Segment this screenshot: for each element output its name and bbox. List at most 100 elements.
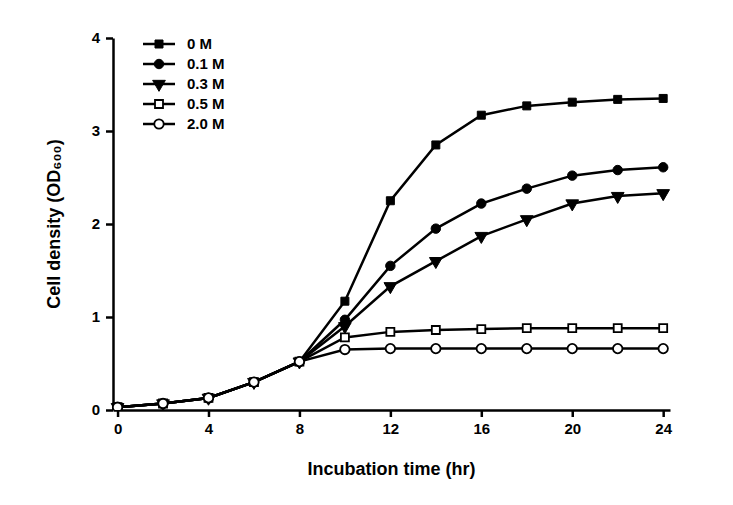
legend-label: 0.5 M	[187, 95, 225, 112]
x-tick-label: 4	[205, 420, 214, 437]
legend-label: 2.0 M	[187, 115, 225, 132]
x-tick-mark	[117, 410, 120, 417]
series-line	[118, 98, 664, 407]
data-point	[659, 94, 667, 102]
data-layer	[111, 94, 669, 410]
data-point	[659, 324, 667, 332]
data-point	[204, 393, 213, 402]
data-point	[566, 200, 579, 211]
x-tick-label: 8	[296, 420, 304, 437]
data-point	[568, 344, 577, 353]
legend-item: 0.1 M	[143, 55, 225, 72]
y-tick-label: 1	[92, 308, 100, 325]
data-point	[477, 344, 486, 353]
x-tick: 12	[383, 410, 400, 437]
data-point	[250, 378, 258, 386]
data-point	[568, 171, 577, 180]
data-point	[611, 192, 624, 203]
data-point	[114, 403, 122, 410]
data-point	[249, 377, 258, 386]
x-tick-mark	[571, 410, 574, 417]
y-tick-mark	[106, 409, 113, 412]
data-point	[613, 165, 622, 174]
series-line	[118, 167, 664, 407]
data-point	[477, 111, 485, 119]
data-point	[204, 394, 212, 402]
x-tick-mark	[481, 410, 484, 417]
data-point	[204, 394, 212, 402]
data-point	[250, 378, 258, 386]
data-point	[114, 403, 122, 410]
y-tick: 0	[92, 401, 113, 418]
data-point	[613, 344, 622, 353]
data-point	[295, 358, 303, 366]
data-point	[295, 358, 303, 366]
series-line	[118, 349, 664, 408]
data-point	[522, 344, 531, 353]
data-point	[295, 357, 304, 366]
legend-marker	[153, 80, 166, 91]
y-tick: 4	[92, 29, 113, 46]
data-point	[477, 325, 485, 333]
x-tick-mark	[208, 410, 211, 417]
x-tick: 4	[205, 410, 214, 437]
legend-label: 0.1 M	[187, 55, 225, 72]
data-point	[204, 393, 213, 402]
legend-item: 0.5 M	[143, 95, 225, 112]
data-point	[249, 377, 258, 386]
data-point	[113, 402, 122, 410]
data-point	[113, 402, 122, 410]
x-axis-title: Incubation time (hr)	[308, 459, 476, 479]
y-tick: 3	[92, 122, 113, 139]
data-point	[384, 283, 397, 294]
legend-marker	[155, 40, 163, 48]
x-tick-mark	[662, 410, 665, 417]
x-tick: 8	[296, 410, 304, 437]
data-point	[568, 324, 576, 332]
y-tick: 2	[92, 215, 113, 232]
y-tick-label: 0	[92, 401, 100, 418]
data-point	[658, 163, 667, 172]
data-point	[341, 297, 349, 305]
data-point	[614, 324, 622, 332]
y-axis-title: Cell density (OD₆₀₀)	[44, 139, 64, 308]
data-point	[522, 184, 531, 193]
legend-marker	[154, 119, 163, 128]
data-point	[158, 399, 167, 408]
data-point	[340, 345, 349, 354]
x-tick-label: 12	[383, 420, 400, 437]
data-point	[614, 95, 622, 103]
data-point	[475, 232, 488, 243]
y-tick-label: 3	[92, 122, 100, 139]
data-point	[657, 190, 670, 201]
y-tick-mark	[106, 223, 113, 226]
x-tick-label: 20	[564, 420, 581, 437]
data-point	[159, 399, 167, 407]
x-tick-label: 24	[655, 420, 672, 437]
x-tick: 16	[473, 410, 490, 437]
data-point	[432, 141, 440, 149]
y-tick-mark	[106, 37, 113, 40]
data-point	[429, 258, 442, 269]
data-point	[431, 344, 440, 353]
y-tick-label: 4	[92, 29, 101, 46]
x-tick: 24	[655, 410, 672, 437]
data-point	[386, 328, 394, 336]
legend-item: 0 M	[143, 35, 212, 52]
data-point	[658, 344, 667, 353]
legend-label: 0.3 M	[187, 75, 225, 92]
data-point	[432, 326, 440, 334]
data-point	[386, 344, 395, 353]
x-tick-mark	[390, 410, 393, 417]
y-tick-mark	[106, 130, 113, 133]
y-axis: 0 1 2 3 4	[92, 29, 114, 418]
data-point	[339, 323, 352, 334]
plot-area: 0481216202401234	[92, 29, 673, 436]
legend-marker	[154, 59, 163, 68]
x-tick-label: 16	[473, 420, 490, 437]
legend-label: 0 M	[187, 35, 212, 52]
x-tick-mark	[299, 410, 302, 417]
data-point	[568, 98, 576, 106]
data-point	[523, 102, 531, 110]
series-line	[118, 328, 664, 407]
